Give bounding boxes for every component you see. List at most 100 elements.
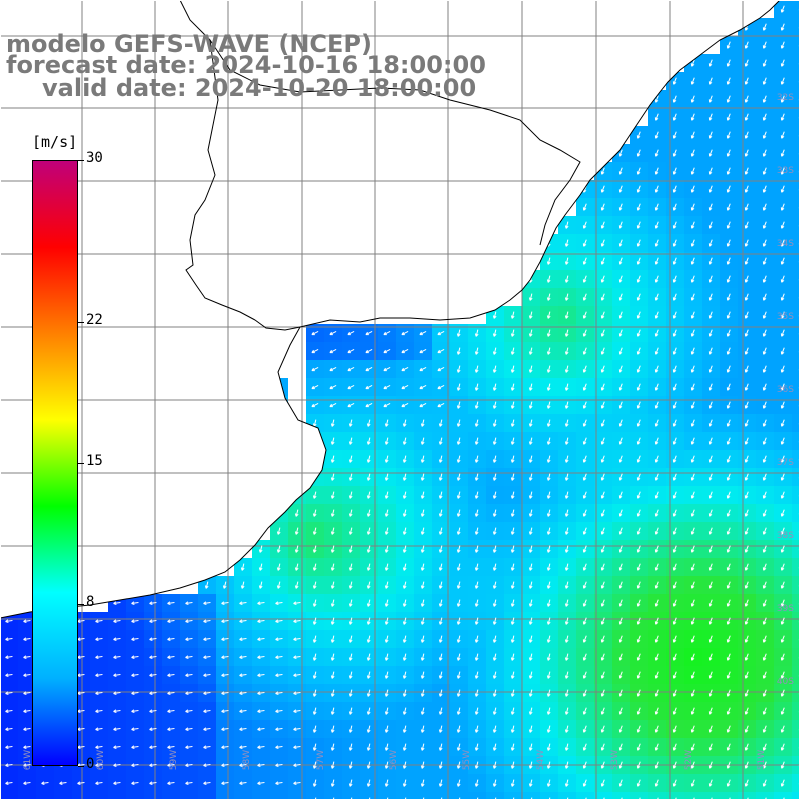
wind-arrow-head	[583, 513, 587, 517]
wind-arrow-head	[727, 225, 731, 229]
wind-arrow	[311, 384, 319, 390]
wind-arrow	[457, 617, 461, 625]
wind-arrow-head	[709, 693, 713, 697]
wind-arrow	[5, 673, 13, 677]
wind-arrow-head	[781, 783, 785, 787]
wind-arrow	[655, 365, 659, 373]
wind-arrow	[655, 185, 659, 193]
wind-arrow	[727, 761, 731, 769]
wind-arrow	[529, 491, 533, 499]
wind-arrow-head	[457, 711, 461, 715]
wind-arrow-head	[475, 639, 479, 643]
wind-arrow-head	[385, 657, 389, 661]
wind-arrow	[221, 745, 229, 749]
wind-arrow-head	[277, 513, 281, 517]
wind-arrow-head	[475, 423, 479, 427]
wind-arrow	[529, 509, 533, 517]
wind-arrow	[547, 671, 551, 679]
wind-arrow-head	[349, 567, 353, 571]
wind-arrow-head	[331, 531, 335, 535]
wind-arrow-head	[185, 693, 189, 696]
wind-arrow	[601, 329, 605, 337]
wind-arrow-head	[673, 225, 677, 229]
wind-arrow	[437, 366, 445, 372]
wind-arrow-head	[655, 369, 659, 373]
wind-arrow	[673, 545, 677, 553]
wind-arrow-head	[475, 657, 479, 661]
wind-arrow-head	[745, 261, 749, 265]
wind-arrow	[185, 637, 193, 641]
wind-arrow	[763, 491, 767, 499]
wind-arrow	[475, 689, 479, 697]
wind-arrow	[655, 113, 659, 121]
wind-arrow-head	[691, 567, 695, 571]
wind-arrow	[439, 545, 443, 553]
wind-arrow-head	[403, 603, 407, 607]
wind-arrow	[221, 763, 229, 767]
wind-arrow	[601, 311, 605, 319]
wind-arrow-head	[475, 693, 479, 697]
wind-arrow-head	[5, 783, 9, 786]
wind-arrow	[619, 293, 623, 301]
wind-arrow	[529, 347, 533, 355]
wind-arrow-head	[457, 621, 461, 625]
wind-arrow	[709, 59, 713, 67]
wind-cell	[540, 792, 558, 800]
wind-arrow-head	[385, 513, 389, 517]
wind-arrow	[295, 527, 299, 535]
wind-arrow	[167, 601, 175, 605]
wind-arrow	[385, 743, 389, 751]
wind-cell	[792, 648, 800, 666]
wind-arrow	[583, 653, 587, 661]
wind-arrow-head	[239, 783, 243, 786]
wind-arrow	[221, 691, 229, 695]
wind-arrow-head	[781, 441, 785, 445]
wind-arrow	[655, 311, 659, 319]
wind-arrow	[619, 329, 623, 337]
wind-arrow-head	[293, 639, 297, 642]
wind-arrow-head	[511, 765, 515, 769]
wind-arrow-head	[367, 531, 371, 535]
wind-arrow-head	[745, 441, 749, 445]
wind-arrow	[347, 366, 355, 372]
wind-arrow-head	[421, 585, 425, 589]
wind-arrow-head	[565, 225, 569, 229]
wind-arrow	[727, 203, 731, 211]
wind-arrow	[529, 725, 533, 733]
wind-arrow-head	[41, 783, 45, 786]
wind-arrow-head	[221, 765, 225, 768]
wind-arrow-head	[601, 189, 605, 193]
wind-arrow	[367, 581, 371, 589]
wind-arrow-head	[583, 711, 587, 715]
wind-arrow-head	[745, 477, 749, 481]
wind-arrow-head	[493, 621, 497, 625]
wind-arrow-head	[421, 639, 425, 643]
wind-arrow-head	[709, 495, 713, 499]
wind-arrow-head	[763, 747, 767, 751]
wind-arrow-head	[547, 387, 551, 391]
wind-arrow-head	[313, 747, 317, 751]
wind-arrow-head	[637, 189, 641, 193]
wind-arrow-head	[727, 549, 731, 553]
wind-arrow-head	[547, 279, 551, 283]
wind-arrow-head	[763, 477, 767, 481]
wind-arrow-head	[403, 729, 407, 733]
wind-arrow-head	[277, 567, 281, 571]
wind-arrow	[565, 419, 569, 427]
wind-arrow-head	[367, 477, 371, 481]
wind-arrow-head	[763, 369, 767, 373]
wind-arrow-head	[385, 477, 389, 481]
wind-arrow-head	[601, 477, 605, 481]
wind-arrow-head	[529, 477, 533, 481]
wind-arrow	[203, 763, 211, 767]
wind-arrow-head	[583, 261, 587, 265]
wind-arrow	[637, 347, 641, 355]
wind-arrow	[95, 673, 103, 677]
wind-arrow	[637, 401, 641, 409]
wind-arrow	[745, 185, 749, 193]
wind-arrow-head	[257, 711, 261, 714]
wind-arrow-head	[113, 657, 117, 660]
wind-arrow-head	[745, 765, 749, 769]
wind-arrow	[221, 781, 229, 785]
wind-arrow	[77, 763, 85, 767]
